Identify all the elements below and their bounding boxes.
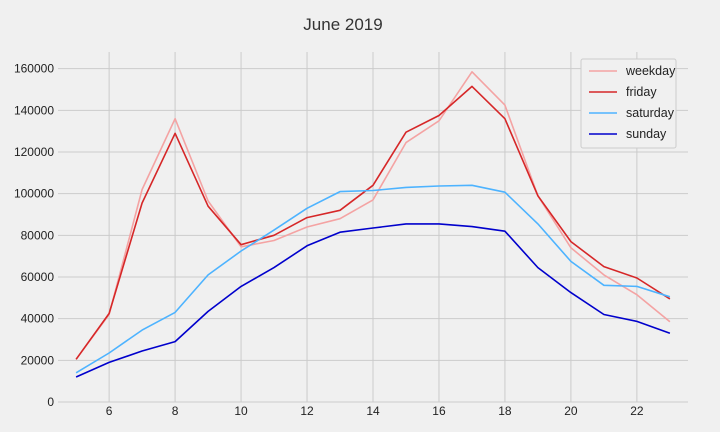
y-tick-label: 160000 [14, 62, 54, 76]
y-axis-ticks: 0 20000 40000 60000 80000 100000 120000 140000 1… [14, 62, 54, 409]
x-tick-label: 18 [498, 404, 512, 418]
chart-title: June 2019 [303, 15, 382, 34]
legend-label-sunday: sunday [626, 127, 667, 141]
x-tick-label: 16 [432, 404, 446, 418]
series-lines [75, 71, 671, 378]
y-tick-label: 40000 [21, 312, 55, 326]
series-line-sunday [75, 223, 671, 378]
x-tick-label: 8 [172, 404, 179, 418]
x-axis-ticks: 6 8 10 12 14 16 18 20 22 [106, 404, 644, 418]
y-tick-label: 140000 [14, 103, 54, 117]
series-line-weekday [75, 71, 671, 360]
x-tick-label: 20 [564, 404, 578, 418]
legend: weekday friday saturday sunday [580, 58, 677, 149]
y-tick-label: 20000 [21, 353, 55, 367]
y-tick-label: 80000 [21, 228, 55, 242]
y-tick-label: 100000 [14, 187, 54, 201]
x-tick-label: 22 [630, 404, 644, 418]
series-line-saturday [75, 184, 671, 374]
x-tick-label: 6 [106, 404, 113, 418]
y-tick-label: 60000 [21, 270, 55, 284]
legend-label-friday: friday [626, 85, 657, 99]
x-tick-label: 14 [366, 404, 380, 418]
legend-label-saturday: saturday [626, 106, 675, 120]
legend-box [580, 58, 677, 149]
y-tick-label: 120000 [14, 145, 54, 159]
y-tick-label: 0 [47, 395, 54, 409]
x-tick-label: 12 [300, 404, 314, 418]
x-tick-label: 10 [234, 404, 248, 418]
legend-label-weekday: weekday [625, 64, 676, 78]
series-line-friday [75, 85, 671, 360]
